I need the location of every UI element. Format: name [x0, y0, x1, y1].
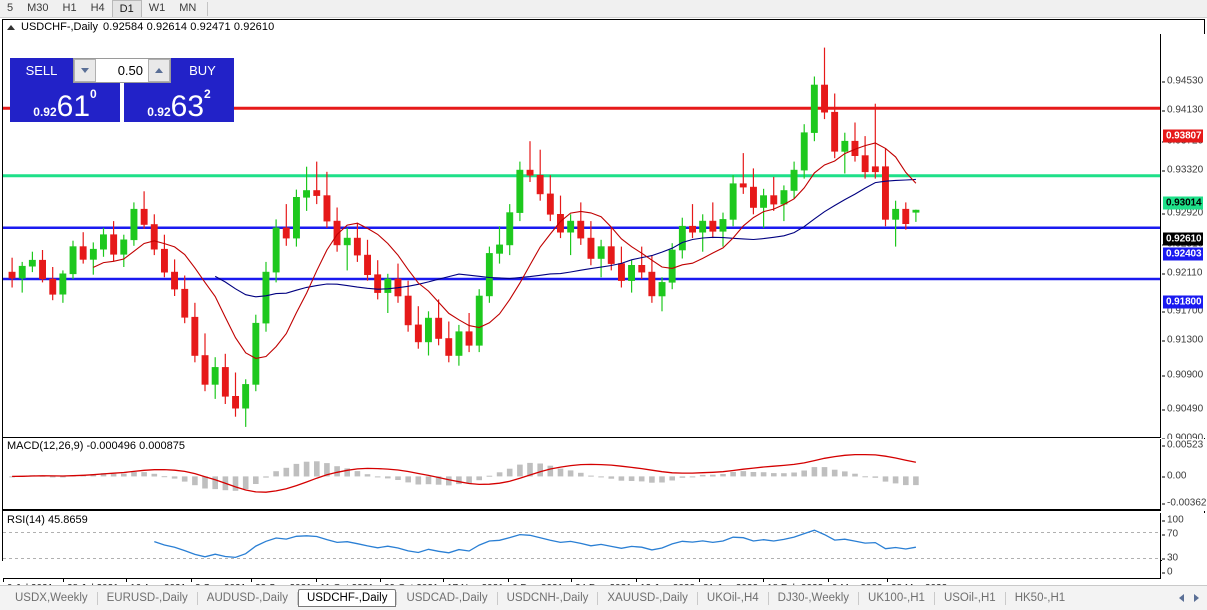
tab-divider: [396, 591, 398, 605]
chart-tab[interactable]: USDCAD-,Daily: [406, 592, 488, 604]
chart-symbol-label: USDCHF-,Daily: [21, 21, 98, 33]
tab-divider: [933, 591, 935, 605]
sell-price-prefix: 0.92: [33, 105, 57, 119]
timeframe-button-m30[interactable]: M30: [27, 2, 49, 14]
timeframe-button-d1[interactable]: D1: [111, 0, 142, 17]
chart-window: USDCHF-,Daily 0.92584 0.92614 0.92471 0.…: [2, 19, 1206, 600]
volume-stepper[interactable]: 0.50: [73, 58, 171, 83]
rsi-plot: [3, 529, 1160, 559]
timeframe-toolbar: 5 M30 H1 H4 D1 W1 MN: [0, 0, 1207, 18]
tab-divider: [496, 591, 498, 605]
price-tick: 0.92110: [1162, 268, 1202, 279]
chart-tab-active[interactable]: USDCHF-,Daily: [297, 589, 397, 607]
trade-panel-top-row: SELL 0.50 BUY: [10, 58, 234, 83]
rsi-indicator-pane[interactable]: RSI(14) 45.8659: [3, 513, 1161, 578]
chart-tab[interactable]: USOil-,H1: [943, 592, 996, 604]
macd-tick: 0.00: [1162, 471, 1186, 482]
buy-price-prefix: 0.92: [147, 105, 171, 119]
timeframe-button-m5[interactable]: 5: [7, 2, 14, 14]
tab-divider: [858, 591, 860, 605]
tab-divider: [696, 591, 698, 605]
buy-price-button[interactable]: 0.92 63 2: [124, 83, 234, 122]
tab-divider: [767, 591, 769, 605]
chart-tab[interactable]: DJ30-,Weekly: [777, 592, 850, 604]
rsi-scale: 100 70 30 0: [1162, 513, 1206, 578]
buy-label[interactable]: BUY: [171, 58, 234, 83]
price-chart-pane[interactable]: [3, 34, 1161, 438]
sell-price-main: 61: [56, 90, 91, 123]
chart-tab[interactable]: USDCNH-,Daily: [506, 592, 589, 604]
rsi-tick: 70: [1162, 529, 1178, 540]
volume-input[interactable]: 0.50: [96, 59, 148, 82]
macd-indicator-pane[interactable]: MACD(12,26,9) -0.000496 0.000875: [3, 439, 1161, 511]
one-click-trading-panel: SELL 0.50 BUY 0.92 61 0 0.92 63: [10, 58, 234, 122]
price-tick: 0.94530: [1162, 76, 1203, 87]
volume-increment-button[interactable]: [148, 59, 170, 82]
sell-price-fraction: 0: [90, 87, 97, 101]
volume-decrement-button[interactable]: [74, 59, 96, 82]
price-level-tag[interactable]: 0.92610: [1163, 232, 1204, 246]
timeframe-button-w1[interactable]: W1: [148, 2, 166, 14]
price-tick: 0.90900: [1162, 370, 1203, 381]
timeframe-button-h1[interactable]: H1: [62, 2, 77, 14]
price-tick: 0.91300: [1162, 335, 1203, 346]
scroll-left-icon[interactable]: [1179, 594, 1184, 602]
chart-tab[interactable]: XAUUSD-,Daily: [607, 592, 688, 604]
price-scale[interactable]: 0.945300.941300.937200.933200.929200.925…: [1162, 34, 1206, 444]
tab-list: USDX,Weekly EURUSD-,Daily AUDUSD-,Daily USD…: [6, 589, 1074, 607]
chart-tab[interactable]: USDX,Weekly: [15, 592, 88, 604]
price-tick: 0.90090: [1162, 433, 1203, 444]
collapse-triangle-icon[interactable]: [7, 24, 15, 30]
price-level-tag[interactable]: 0.91800: [1163, 295, 1204, 309]
chart-tab[interactable]: UKOil-,H4: [706, 592, 759, 604]
macd-scale: 0.00523 0.00 -0.00362: [1162, 439, 1206, 511]
chart-title-bar: USDCHF-,Daily 0.92584 0.92614 0.92471 0.…: [7, 20, 274, 34]
tab-divider: [96, 591, 98, 605]
chart-tab-bar: USDX,Weekly EURUSD-,Daily AUDUSD-,Daily USD…: [0, 585, 1207, 610]
chart-tab[interactable]: AUDUSD-,Daily: [206, 592, 288, 604]
price-tick: 0.93320: [1162, 165, 1203, 176]
buy-price-fraction: 2: [204, 87, 211, 101]
timeframe-button-mn[interactable]: MN: [179, 2, 197, 14]
scroll-right-icon[interactable]: [1194, 594, 1199, 602]
tab-scroll-controls: [1179, 594, 1207, 602]
price-tick: 0.94130: [1162, 105, 1203, 116]
macd-plot: [9, 453, 919, 493]
macd-tick: 0.00523: [1162, 440, 1203, 451]
trade-panel-bottom-row: 0.92 61 0 0.92 63 2: [10, 83, 234, 122]
rsi-tick: 0: [1162, 567, 1173, 578]
price-level-tag[interactable]: 0.92403: [1163, 247, 1204, 261]
tab-divider: [296, 591, 298, 605]
rsi-tick: 30: [1162, 553, 1178, 564]
rsi-caption: RSI(14) 45.8659: [7, 514, 88, 526]
macd-caption: MACD(12,26,9) -0.000496 0.000875: [7, 440, 185, 452]
sell-label[interactable]: SELL: [10, 58, 73, 83]
toolbar-divider: [207, 1, 209, 16]
candlestick-plot: [3, 47, 1161, 427]
chevron-up-icon: [155, 68, 163, 73]
chart-tab[interactable]: HK50-,H1: [1014, 592, 1066, 604]
timeframe-button-h4[interactable]: H4: [90, 2, 105, 14]
rsi-tick: 100: [1162, 515, 1184, 526]
chevron-down-icon: [81, 68, 89, 73]
chart-tab[interactable]: UK100-,H1: [868, 592, 925, 604]
tab-divider: [597, 591, 599, 605]
trade-panel-gap: [120, 83, 124, 122]
macd-tick: -0.00362: [1162, 498, 1206, 509]
price-tick: 0.90490: [1162, 404, 1203, 415]
buy-price-main: 63: [170, 90, 205, 123]
price-level-tag[interactable]: 0.93014: [1163, 196, 1204, 210]
sell-price-button[interactable]: 0.92 61 0: [10, 83, 120, 122]
tab-divider: [196, 591, 198, 605]
price-level-tag[interactable]: 0.93807: [1163, 129, 1204, 143]
price-tick: 0.91700: [1162, 306, 1203, 317]
price-tick: 0.92920: [1162, 208, 1203, 219]
tab-divider: [1004, 591, 1006, 605]
chart-tab[interactable]: EURUSD-,Daily: [106, 592, 188, 604]
chart-ohlc-values: 0.92584 0.92614 0.92471 0.92610: [103, 21, 275, 33]
